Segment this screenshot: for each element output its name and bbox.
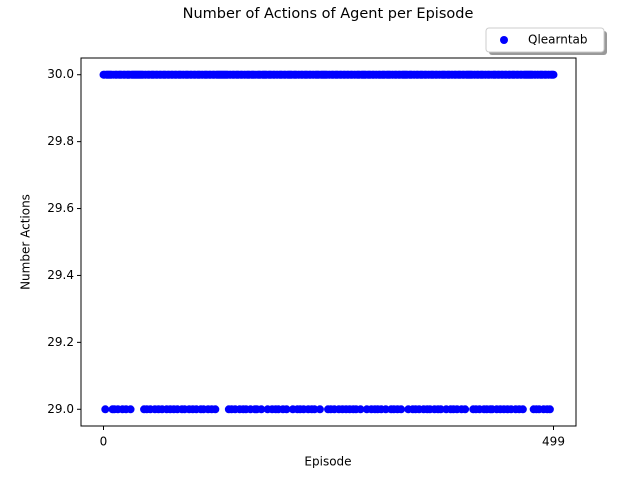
point (211, 405, 220, 414)
point (545, 405, 554, 414)
x-tick-label: 0 (100, 435, 108, 449)
point (461, 405, 470, 414)
y-tick-label: 29.2 (47, 335, 74, 349)
y-tick-label: 29.6 (47, 201, 74, 215)
y-axis-label: Number Actions (19, 194, 33, 290)
legend-box (485, 27, 605, 53)
point (518, 405, 527, 414)
point (126, 405, 135, 414)
y-tick-label: 29.4 (47, 268, 74, 282)
legend-label: Qlearntab (528, 33, 588, 47)
x-axis-label: Episode (304, 455, 351, 469)
plot-frame (80, 57, 577, 427)
point (549, 70, 558, 79)
y-tick-label: 30.0 (47, 67, 74, 81)
y-tick-label: 29.8 (47, 134, 74, 148)
point (282, 405, 291, 414)
y-tick-label: 29.0 (47, 402, 74, 416)
point (315, 405, 324, 414)
chart-title: Number of Actions of Agent per Episode (183, 6, 474, 22)
point (101, 405, 110, 414)
legend-marker (500, 36, 508, 44)
x-tick-label: 499 (542, 435, 565, 449)
point (356, 405, 365, 414)
point (397, 405, 406, 414)
point (257, 405, 266, 414)
